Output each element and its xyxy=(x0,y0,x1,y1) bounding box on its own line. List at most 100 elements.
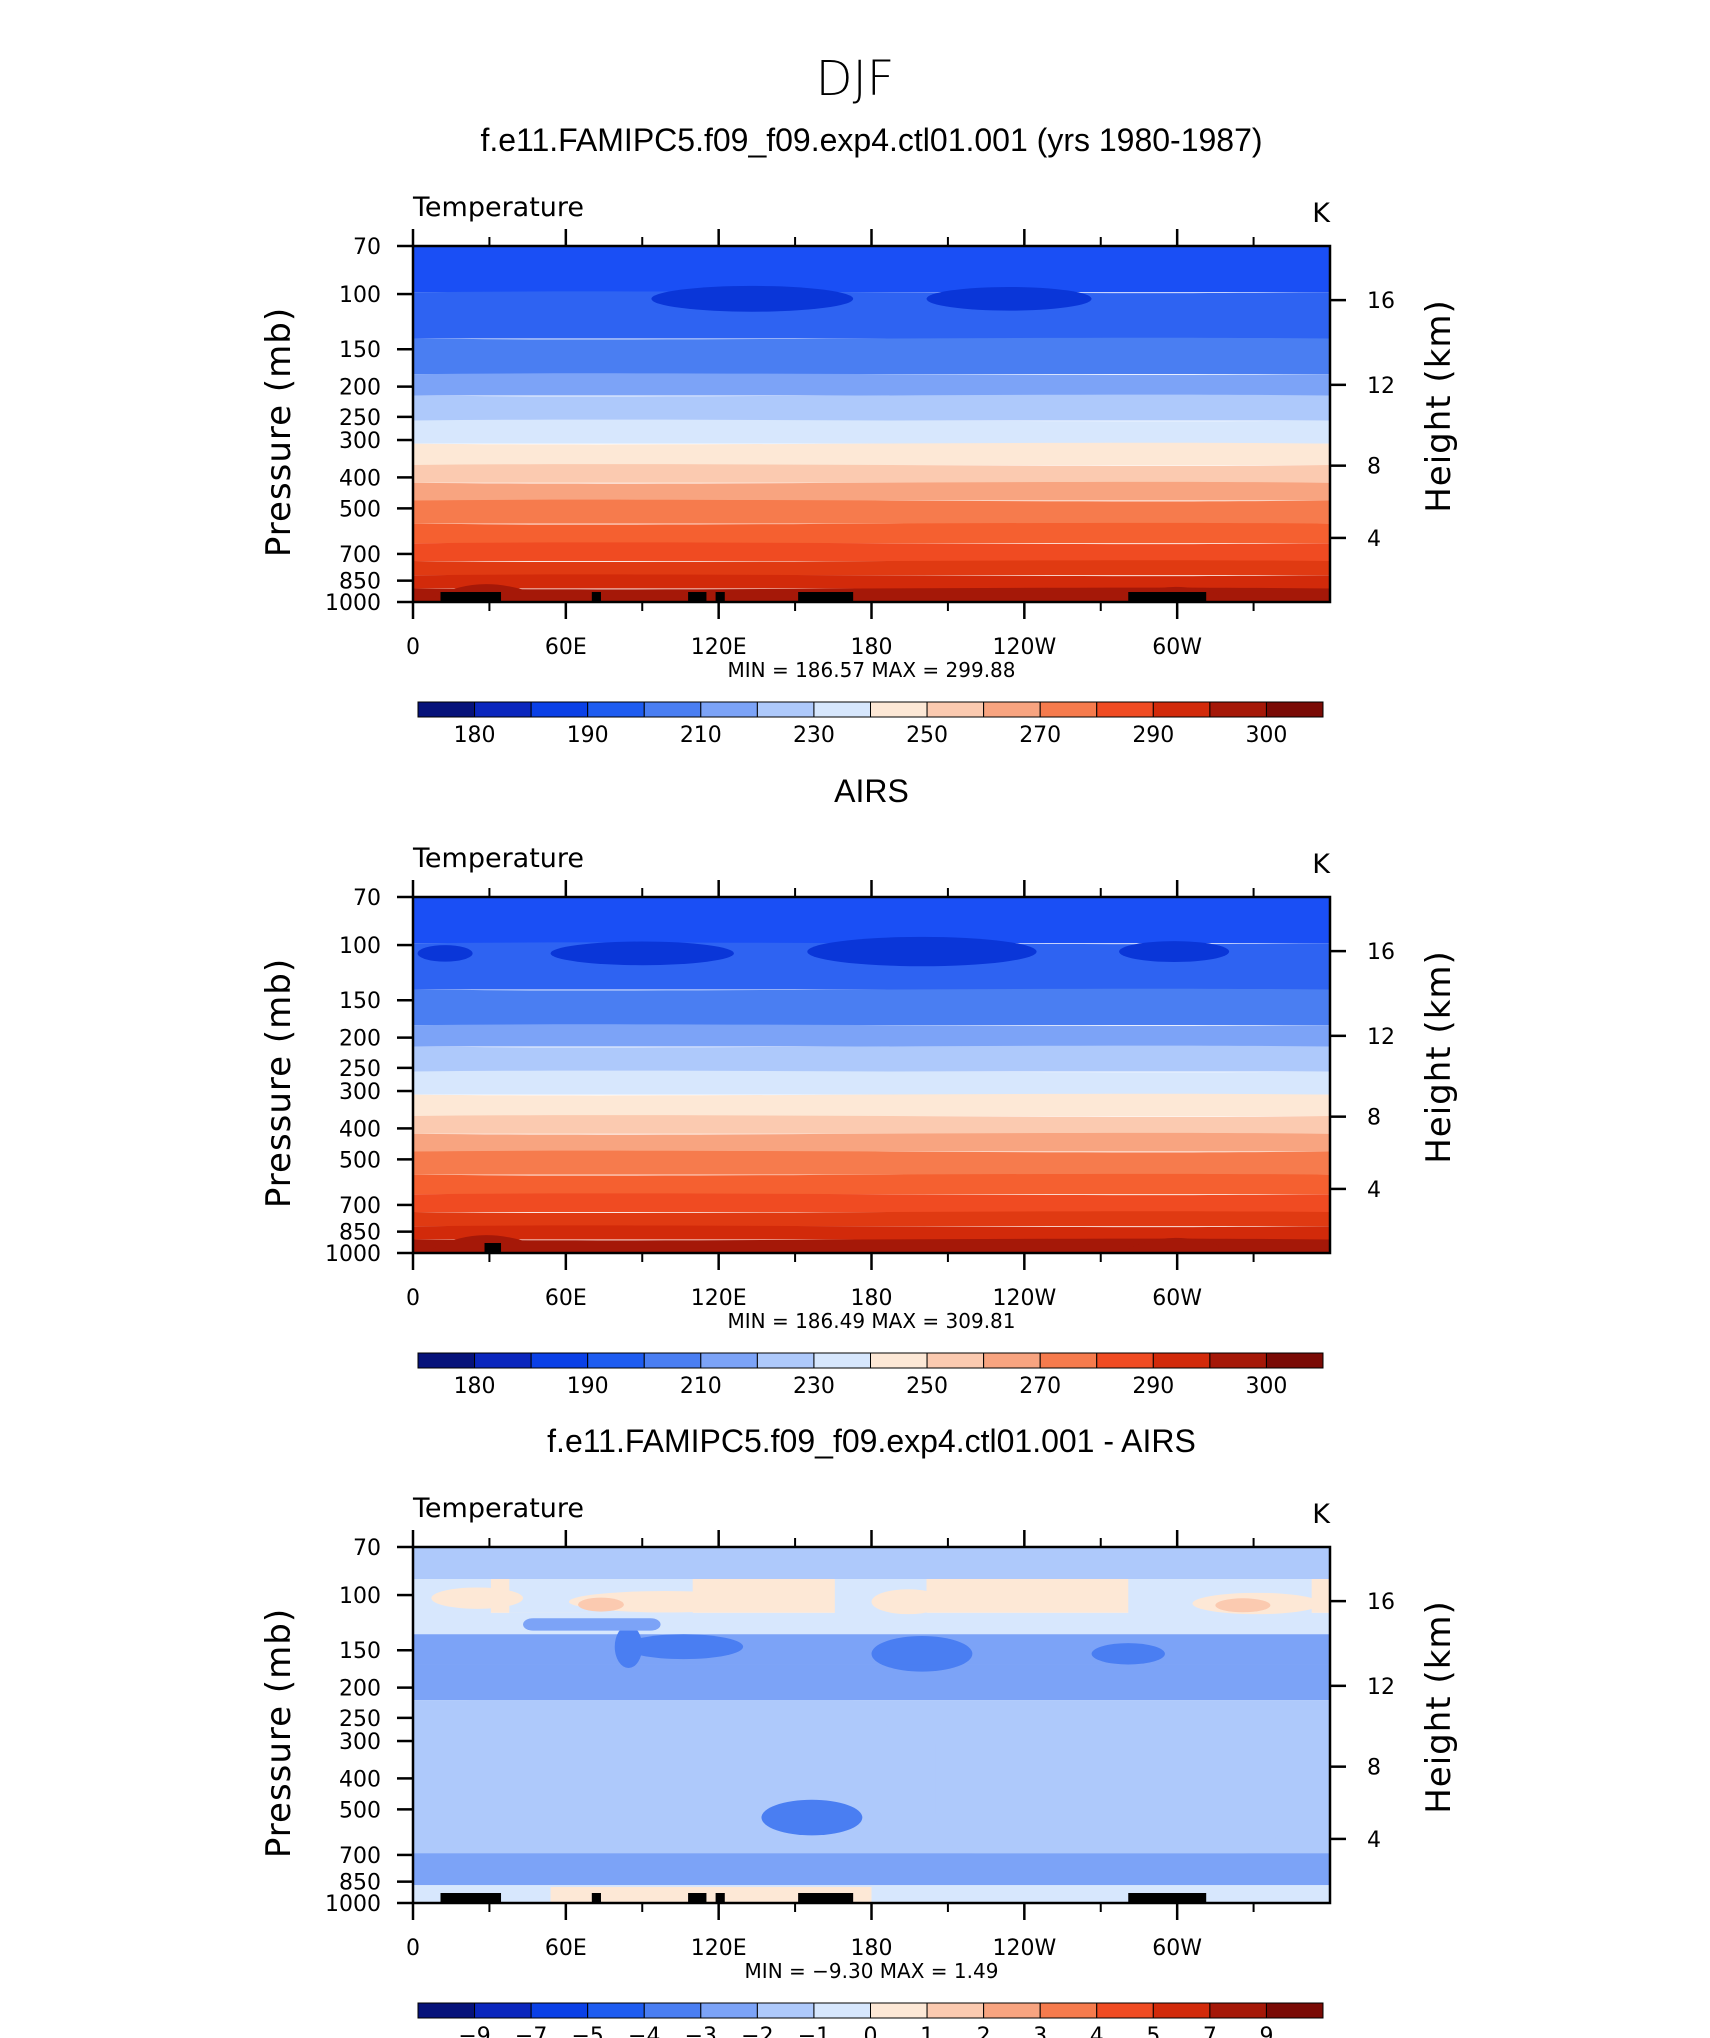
colorbar-box xyxy=(1265,1352,1324,1369)
colorbar-label: 4 xyxy=(1090,2024,1104,2038)
temperature-band xyxy=(413,587,1330,602)
topography-mask xyxy=(484,592,502,602)
topography-mask xyxy=(715,1893,725,1903)
y2-axis-label: Height (km) xyxy=(1419,299,1459,513)
height-tick-label: 12 xyxy=(1367,1025,1395,1050)
colorbar-box xyxy=(587,701,645,718)
colorbar-label: 180 xyxy=(454,1374,496,1399)
colorbar-label: −4 xyxy=(628,2024,660,2038)
y-tick-label: 700 xyxy=(339,1844,381,1869)
y-tick-label: 700 xyxy=(339,1194,381,1219)
colorbar-box xyxy=(756,701,815,718)
cold-core-region xyxy=(1119,941,1230,962)
temperature-band xyxy=(413,419,1330,444)
temperature-band xyxy=(413,1173,1330,1195)
colorbar-box xyxy=(1265,2002,1324,2019)
x-tick-label: 120W xyxy=(992,1936,1056,1961)
min-max-stats: MIN = −9.30 MAX = 1.49 xyxy=(745,1959,999,1983)
colorbar-label: 0 xyxy=(864,2024,878,2038)
cold-core-region xyxy=(651,285,854,312)
height-tick-label: 4 xyxy=(1367,527,1381,552)
temperature-field xyxy=(413,246,1330,602)
colorbar-box xyxy=(643,1352,702,1369)
negative-anomaly-region xyxy=(614,1625,643,1669)
colorbar-box xyxy=(530,701,589,718)
x-tick-label: 60W xyxy=(1152,635,1202,660)
y-tick-label: 250 xyxy=(339,406,381,431)
temperature-band xyxy=(413,542,1330,562)
y-tick-label: 850 xyxy=(339,570,381,595)
colorbar-box xyxy=(1039,2002,1098,2019)
y-tick-label: 500 xyxy=(339,1148,381,1173)
difference-band xyxy=(413,1547,1330,1580)
colorbar-box xyxy=(983,2002,1041,2019)
colorbar-box xyxy=(530,2002,589,2019)
units-label: K xyxy=(1312,1499,1331,1530)
x-tick-label: 120E xyxy=(691,1286,747,1311)
positive-anomaly-region xyxy=(578,1597,624,1612)
panel-title: f.e11.FAMIPC5.f09_f09.exp4.ctl01.001 - A… xyxy=(547,1423,1196,1459)
temperature-band xyxy=(413,1093,1330,1116)
positive-anomaly-region xyxy=(431,1587,524,1609)
topography-mask xyxy=(591,592,601,602)
temperature-band xyxy=(413,481,1330,501)
height-tick-label: 12 xyxy=(1367,374,1395,399)
colorbar-label: −2 xyxy=(741,2024,773,2038)
units-label: K xyxy=(1312,198,1331,229)
colorbar-box xyxy=(1039,701,1098,718)
x-tick-label: 180 xyxy=(851,1286,893,1311)
temperature-band xyxy=(413,1211,1330,1227)
colorbar-label: 1 xyxy=(920,2024,934,2038)
colorbar-label: 5 xyxy=(1146,2024,1160,2038)
positive-anomaly-region xyxy=(550,1886,872,1903)
height-tick-label: 8 xyxy=(1367,455,1381,480)
x-tick-label: 60W xyxy=(1152,1936,1202,1961)
x-tick-label: 180 xyxy=(851,1936,893,1961)
colorbar-box xyxy=(700,2002,758,2019)
colorbar-box xyxy=(700,701,758,718)
colorbar: −9 −7 −5 −4 −3 −2 −1 0 1 2 3 4 5 7 9 xyxy=(417,2002,1324,2038)
y2-axis-label: Height (km) xyxy=(1419,950,1459,1164)
y-tick-label: 200 xyxy=(339,1677,381,1702)
colorbar-label: 290 xyxy=(1132,1374,1174,1399)
colorbar-box xyxy=(1209,701,1267,718)
panel-2: AIRS Temperature K 0 60E 120E 180 120W 60W 70 100 1… xyxy=(259,773,1459,1333)
temperature-band xyxy=(413,522,1330,544)
colorbar-box xyxy=(813,1352,871,1369)
y-tick-label: 400 xyxy=(339,466,381,491)
topography-mask xyxy=(440,592,496,602)
temperature-band xyxy=(413,337,1330,375)
x-tick-label: 180 xyxy=(851,635,893,660)
y-tick-label: 100 xyxy=(339,934,381,959)
panel-1: f.e11.FAMIPC5.f09_f09.exp4.ctl01.001 (yr… xyxy=(259,122,1459,682)
colorbar-box xyxy=(1209,2002,1267,2019)
colorbar-label: 190 xyxy=(567,723,609,748)
colorbar-box xyxy=(756,1352,815,1369)
colorbar-label: −9 xyxy=(458,2024,490,2038)
y-tick-label: 300 xyxy=(339,1080,381,1105)
colorbar-label: 3 xyxy=(1033,2024,1047,2038)
colorbar-label: 9 xyxy=(1259,2024,1273,2038)
colorbar-label: 210 xyxy=(680,723,722,748)
surface-warm-region xyxy=(433,1235,533,1253)
y-axis-label: Pressure (mb) xyxy=(259,307,299,557)
colorbar-box xyxy=(1265,701,1324,718)
colorbar-label: −7 xyxy=(515,2024,547,2038)
x-tick-label: 120W xyxy=(992,1286,1056,1311)
colorbar-box xyxy=(870,701,928,718)
colorbar-box xyxy=(1039,1352,1098,1369)
colorbar-box xyxy=(643,2002,702,2019)
y-tick-label: 200 xyxy=(339,1027,381,1052)
temperature-field xyxy=(413,897,1330,1253)
x-tick-label: 120W xyxy=(992,635,1056,660)
panel-title: AIRS xyxy=(834,773,909,809)
colorbar-label: 230 xyxy=(793,723,835,748)
colorbar-label: 190 xyxy=(567,1374,609,1399)
colorbar-label: −5 xyxy=(571,2024,603,2038)
topography-mask xyxy=(688,592,707,602)
colorbar-box xyxy=(474,1352,532,1369)
colorbar-box xyxy=(1096,701,1154,718)
y-tick-label: 70 xyxy=(353,1536,381,1561)
height-tick-label: 8 xyxy=(1367,1756,1381,1781)
